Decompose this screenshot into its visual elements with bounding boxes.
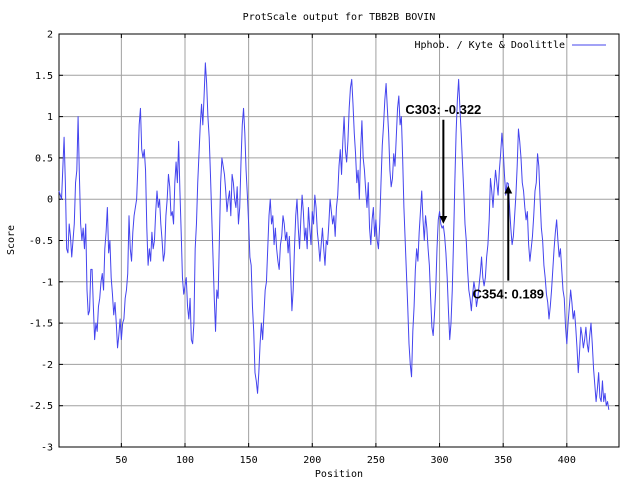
series-line bbox=[58, 62, 610, 410]
x-axis-ticks: 50 100 150 200 250 300 350 400 bbox=[115, 34, 576, 466]
y-axis-label: Score bbox=[6, 225, 17, 255]
y-tick-label: 0.5 bbox=[35, 153, 53, 164]
x-tick-label: 100 bbox=[176, 455, 194, 466]
series-layer bbox=[58, 62, 610, 410]
legend: Hphob. / Kyte & Doolittle bbox=[414, 40, 606, 51]
x-tick-label: 300 bbox=[431, 455, 449, 466]
annotation-label: C354: 0.189 bbox=[472, 287, 544, 302]
legend-label: Hphob. / Kyte & Doolittle bbox=[414, 40, 565, 51]
x-tick-label: 200 bbox=[303, 455, 321, 466]
grid bbox=[59, 34, 619, 447]
y-tick-label: -2.5 bbox=[29, 401, 53, 412]
y-tick-label: -1.5 bbox=[29, 319, 53, 330]
x-tick-label: 350 bbox=[494, 455, 512, 466]
y-tick-label: 2 bbox=[47, 30, 53, 41]
y-tick-label: -2 bbox=[41, 360, 53, 371]
y-tick-label: 0 bbox=[47, 195, 53, 206]
y-tick-label: -1 bbox=[41, 277, 53, 288]
y-tick-label: -3 bbox=[41, 443, 53, 454]
x-tick-label: 250 bbox=[367, 455, 385, 466]
y-tick-label: 1.5 bbox=[35, 71, 53, 82]
y-axis-ticks: -3 -2.5 -2 -1.5 -1 -0.5 0 0.5 1 1.5 2 bbox=[29, 30, 619, 454]
chart-title: ProtScale output for TBB2B BOVIN bbox=[243, 12, 436, 23]
y-tick-label: -0.5 bbox=[29, 236, 53, 247]
y-tick-label: 1 bbox=[47, 112, 53, 123]
x-tick-label: 150 bbox=[240, 455, 258, 466]
x-axis-label: Position bbox=[315, 469, 363, 480]
x-tick-label: 50 bbox=[115, 455, 127, 466]
x-tick-label: 400 bbox=[558, 455, 576, 466]
annotations: C303: -0.322 C354: 0.189 bbox=[405, 102, 544, 302]
annotation-label: C303: -0.322 bbox=[405, 102, 481, 117]
